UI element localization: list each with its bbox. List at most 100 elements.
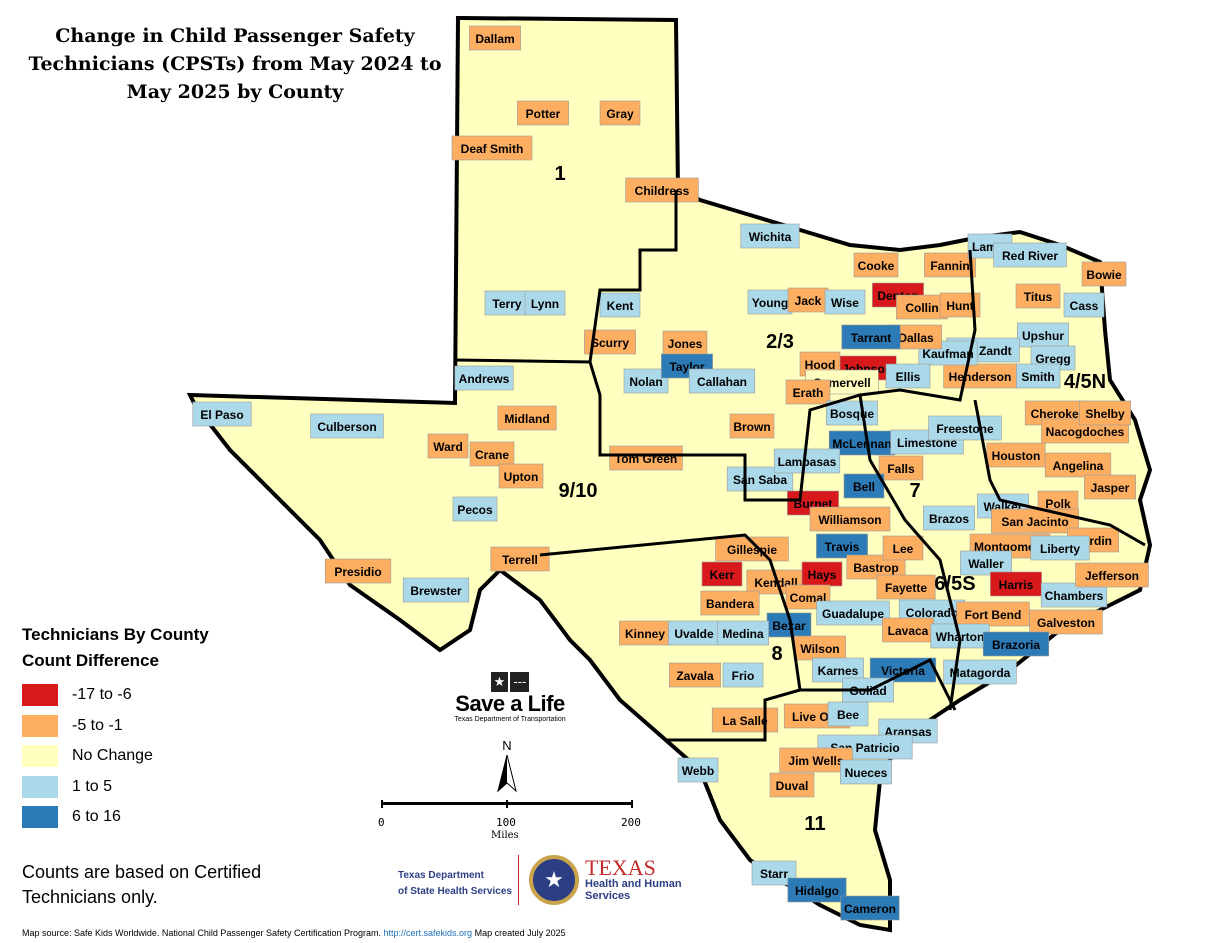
county-label: Bowie [1086,268,1122,282]
county-terrell: Terrell [490,546,550,572]
county-freestone: Freestone [928,415,1002,441]
region-label: 2/3 [766,331,794,353]
county-bosque: Bosque [826,400,878,426]
county-label: Red River [1002,249,1058,263]
county-fill [769,772,815,798]
county-label: Fort Bend [965,608,1022,622]
county-fill [1084,474,1136,500]
county-fill [619,620,671,646]
county-label: Starr [760,867,788,881]
county-terry: Terry [484,290,530,316]
county-kent: Kent [599,292,641,318]
county-fill [700,590,760,616]
county-collin: Collin [896,294,948,320]
county-label: El Paso [200,408,243,422]
county-brazos: Brazos [923,505,975,531]
county-label: Hays [808,568,837,582]
county-label: Collin [905,301,938,315]
county-label: Lavaca [888,624,929,638]
region-label: 8 [771,643,782,665]
county-fill [896,294,948,320]
county-fill [828,430,896,456]
county-hidalgo: Hidalgo [787,877,847,903]
county-fill [794,635,846,661]
county-label: Galveston [1037,616,1095,630]
county-label: Jack [795,294,822,308]
region-label: 7 [909,480,920,502]
county-fill [1044,452,1112,478]
county-fill [498,463,544,489]
county-red-river: Red River [993,242,1067,268]
county-label: Brazoria [992,638,1040,652]
county-fill [625,177,699,203]
county-erath: Erath [785,379,831,405]
county-fill [1075,562,1149,588]
county-fill [801,561,843,587]
county-label: Uvalde [674,627,714,641]
county-label: Falls [887,462,915,476]
county-fill [688,368,756,394]
county-harris: Harris [990,571,1042,597]
county-medina: Medina [717,620,769,646]
legend-title-1: Technicians By County [22,625,209,644]
county-jasper: Jasper [1084,474,1136,500]
county-upshur: Upshur [1017,322,1069,348]
county-angelina: Angelina [1044,452,1112,478]
county-fort-bend: Fort Bend [956,601,1030,627]
county-label: Wise [831,296,859,310]
county-wilson: Wilson [794,635,846,661]
county-bexar: Bexar [766,612,812,638]
county-label: Young [752,296,788,310]
county-label: San Saba [733,473,787,487]
county-fill [993,242,1067,268]
county-williamson: Williamson [809,506,891,532]
county-jack: Jack [787,287,829,313]
county-label: Andrews [459,372,510,386]
county-zavala: Zavala [669,662,721,688]
county-label: Lynn [531,297,559,311]
county-label: Bandera [706,597,754,611]
county-label: Potter [526,107,561,121]
county-fill [928,415,1002,441]
legend-swatch [22,775,58,798]
county-guadalupe: Guadalupe [816,600,890,626]
county-potter: Potter [517,100,569,126]
county-webb: Webb [677,757,719,783]
county-bell: Bell [843,473,885,499]
dshs-logo: Texas Department of State Health Services [398,870,512,897]
legend-item: -5 to -1 [22,711,209,742]
source-link[interactable]: http://cert.safekids.org [383,928,473,938]
county-culberson: Culberson [310,413,384,439]
county-uvalde: Uvalde [668,620,720,646]
county-callahan: Callahan [688,368,756,394]
county-cass: Cass [1063,292,1105,318]
county-label: Webb [682,764,714,778]
legend-swatch [22,745,58,768]
county-label: Liberty [1040,542,1080,556]
county-fill [517,100,569,126]
county-label: Tarrant [851,331,891,345]
county-label: Callahan [697,375,747,389]
county-fill [1015,283,1061,309]
legend-item: -17 to -6 [22,680,209,711]
county-san-saba: San Saba [726,466,794,492]
county-childress: Childress [625,177,699,203]
county-jones: Jones [662,330,708,356]
county-shelby: Shelby [1079,400,1131,426]
county-bandera: Bandera [700,590,760,616]
county-fayette: Fayette [876,574,936,600]
county-fill [816,533,868,559]
county-fill [484,290,530,316]
north-arrow-icon [497,754,517,793]
legend-label: 1 to 5 [72,777,113,795]
county-tom-green: Tom Green [609,445,683,471]
county-fill [1029,609,1103,635]
county-label: Fayette [885,581,927,595]
county-fill [1017,322,1069,348]
county-fill [609,445,683,471]
county-fill [878,455,924,481]
county-label: Erath [793,386,824,400]
county-label: Jasper [1091,481,1130,495]
county-label: Guadalupe [822,607,884,621]
county-label: Crane [475,448,509,462]
